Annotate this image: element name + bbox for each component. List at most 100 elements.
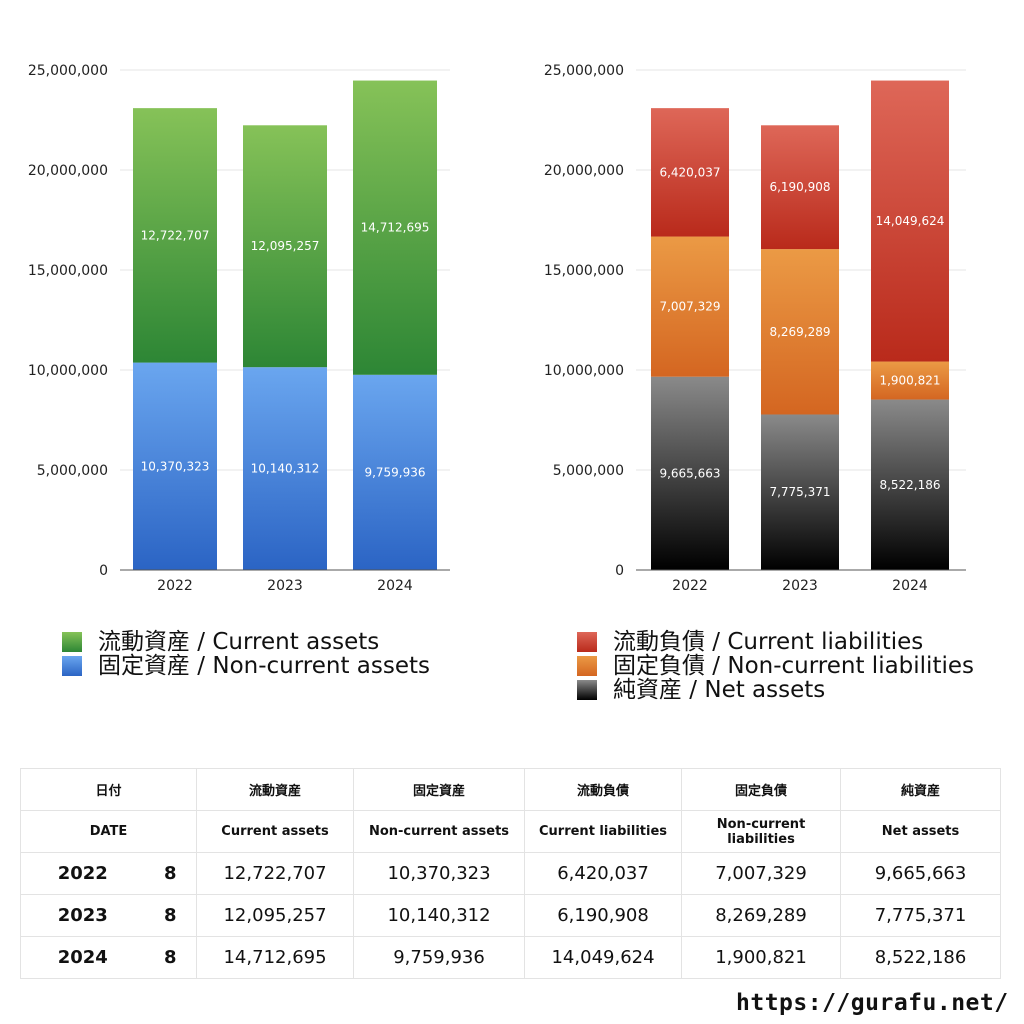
bar-segment — [761, 249, 839, 415]
table-row: 2023 8 12,095,257 10,140,312 6,190,908 8… — [20, 894, 1002, 937]
value-cell: 10,370,323 — [353, 852, 526, 895]
source-url: https://gurafu.net/ — [736, 990, 1009, 1016]
header-cell: 固定負債 — [681, 768, 842, 811]
header-cell: 固定資産 — [353, 768, 526, 811]
header-cell: Non-current assets — [353, 810, 526, 853]
bar-value-label: 9,665,663 — [659, 466, 720, 480]
value-cell: 9,759,936 — [353, 936, 526, 979]
bar-value-label: 14,712,695 — [361, 221, 430, 235]
value-cell: 7,007,329 — [681, 852, 842, 895]
legend-label: 固定負債 / Non-current liabilities — [613, 653, 974, 679]
legend-swatch — [62, 632, 82, 652]
value-cell: 10,140,312 — [353, 894, 526, 937]
bar-value-label: 8,269,289 — [769, 325, 830, 339]
month-cell: 8 — [144, 852, 198, 895]
liabilities-legend: 流動負債 / Current liabilities 固定負債 / Non-cu… — [577, 630, 974, 702]
bar-value-label: 14,049,624 — [876, 214, 945, 228]
table-header-en: DATE Current assets Non-current assets C… — [19, 810, 1002, 853]
bar-value-label: 9,759,936 — [364, 465, 425, 479]
bar-value-label: 10,140,312 — [251, 462, 320, 476]
y-tick-label: 20,000,000 — [544, 163, 624, 179]
year-cell: 2022 — [20, 852, 145, 895]
y-tick-label: 15,000,000 — [544, 263, 624, 279]
bar-value-label: 6,190,908 — [769, 180, 830, 194]
data-table: 日付 流動資産 固定資産 流動負債 固定負債 純資産 DATE Current … — [19, 768, 1002, 979]
legend-label: 流動資産 / Current assets — [98, 629, 380, 655]
y-tick-label: 10,000,000 — [544, 363, 624, 379]
legend-swatch — [577, 632, 597, 652]
bar-segment — [871, 80, 949, 362]
x-tick-label: 2023 — [782, 578, 818, 594]
y-tick-label: 25,000,000 — [544, 63, 624, 79]
assets-legend: 流動資産 / Current assets 固定資産 / Non-current… — [62, 630, 430, 678]
y-tick-label: 10,000,000 — [28, 363, 108, 379]
y-tick-label: 0 — [99, 563, 108, 579]
bar-segment — [133, 108, 217, 363]
value-cell: 12,095,257 — [196, 894, 355, 937]
value-cell: 6,420,037 — [524, 852, 683, 895]
bar-segment — [651, 236, 729, 377]
legend-label: 流動負債 / Current liabilities — [613, 629, 924, 655]
header-cell: Non-current liabilities — [681, 810, 842, 853]
value-cell: 6,190,908 — [524, 894, 683, 937]
bar-value-label: 10,370,323 — [141, 459, 210, 473]
year-cell: 2023 — [20, 894, 145, 937]
header-cell: Current liabilities — [524, 810, 683, 853]
liabilities-chart: 0 5,000,000 10,000,000 15,000,000 20,000,000… — [544, 63, 966, 594]
header-cell: 流動負債 — [524, 768, 683, 811]
month-cell: 8 — [144, 894, 198, 937]
bar-segment — [761, 125, 839, 250]
bar-segment — [353, 80, 437, 375]
legend-label: 固定資産 / Non-current assets — [98, 653, 431, 679]
header-cell: 流動資産 — [196, 768, 355, 811]
bar-value-label: 7,007,329 — [659, 300, 720, 314]
bar-value-label: 7,775,371 — [769, 485, 830, 499]
y-tick-label: 5,000,000 — [553, 463, 624, 479]
value-cell: 14,712,695 — [196, 936, 355, 979]
y-tick-label: 25,000,000 — [28, 63, 108, 79]
assets-chart: 0 5,000,000 10,000,000 15,000,000 20,000,000… — [28, 63, 450, 594]
value-cell: 1,900,821 — [681, 936, 842, 979]
value-cell: 8,269,289 — [681, 894, 842, 937]
bar-value-label: 8,522,186 — [879, 478, 940, 492]
x-tick-label: 2024 — [892, 578, 928, 594]
table-header-jp: 日付 流動資産 固定資産 流動負債 固定負債 純資産 — [19, 768, 1002, 811]
table-row: 2024 8 14,712,695 9,759,936 14,049,624 1… — [20, 936, 1002, 979]
y-tick-label: 20,000,000 — [28, 163, 108, 179]
legend-item-non-current-liabilities: 固定負債 / Non-current liabilities — [577, 654, 974, 678]
legend-swatch — [62, 656, 82, 676]
header-cell: 日付 — [19, 768, 198, 811]
x-tick-label: 2023 — [267, 578, 303, 594]
x-tick-label: 2024 — [377, 578, 413, 594]
bar-value-label: 12,095,257 — [251, 239, 320, 253]
header-cell: DATE — [19, 810, 198, 853]
bar-segment — [133, 362, 217, 570]
x-tick-label: 2022 — [672, 578, 708, 594]
legend-item-current-assets: 流動資産 / Current assets — [62, 630, 430, 654]
value-cell: 8,522,186 — [840, 936, 1002, 979]
legend-swatch — [577, 656, 597, 676]
bar-value-label: 6,420,037 — [659, 165, 720, 179]
y-tick-label: 5,000,000 — [37, 463, 108, 479]
bar-segment — [761, 414, 839, 570]
value-cell: 7,775,371 — [840, 894, 1002, 937]
year-cell: 2024 — [20, 936, 145, 979]
legend-item-current-liabilities: 流動負債 / Current liabilities — [577, 630, 974, 654]
bar-segment — [651, 108, 729, 237]
header-cell: Net assets — [840, 810, 1002, 853]
bar-segment — [871, 399, 949, 570]
bar-segment — [243, 367, 327, 570]
table-row: 2022 8 12,722,707 10,370,323 6,420,037 7… — [20, 852, 1002, 895]
legend-label: 純資産 / Net assets — [613, 677, 826, 703]
bar-value-label: 1,900,821 — [879, 374, 940, 388]
bar-segment — [651, 376, 729, 570]
legend-item-net-assets: 純資産 / Net assets — [577, 678, 974, 702]
bar-segment — [243, 125, 327, 368]
y-tick-label: 15,000,000 — [28, 263, 108, 279]
bar-segment — [871, 361, 949, 400]
value-cell: 9,665,663 — [840, 852, 1002, 895]
y-tick-label: 0 — [615, 563, 624, 579]
value-cell: 14,049,624 — [524, 936, 683, 979]
bar-segment — [353, 374, 437, 570]
bar-value-label: 12,722,707 — [141, 228, 210, 242]
